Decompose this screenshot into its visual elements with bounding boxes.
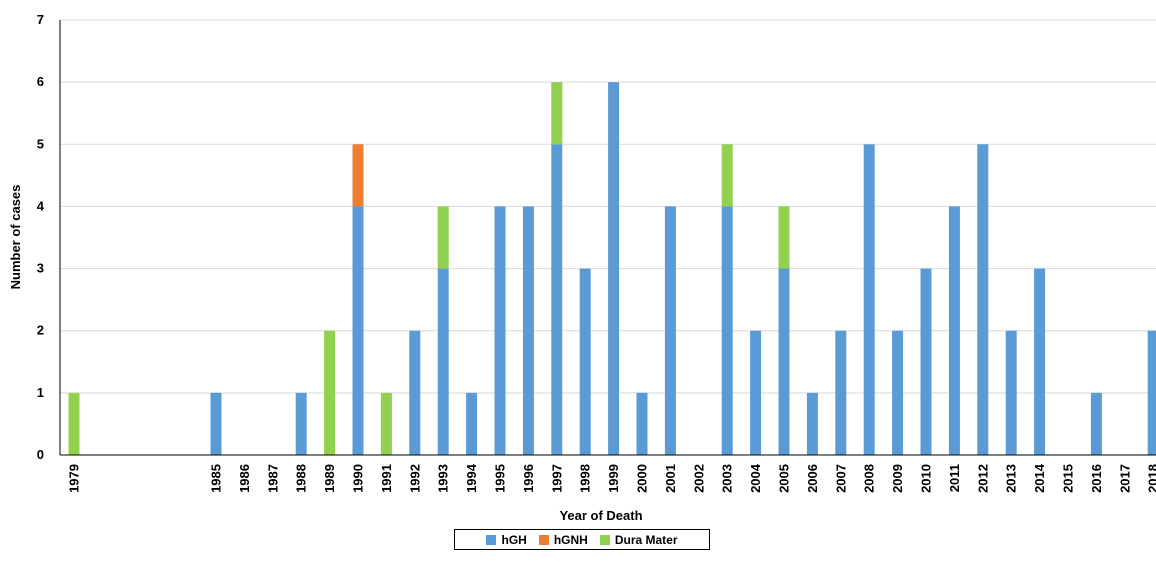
legend-label-dura-mater: Dura Mater [614, 532, 678, 547]
bar-hgh [948, 206, 960, 455]
y-tick-label: 7 [37, 12, 44, 27]
bar-dura-mater [778, 206, 790, 269]
bar-hgh [664, 206, 676, 455]
bar-hgh [920, 268, 932, 455]
x-tick-label: 2005 [777, 464, 792, 493]
gridlines [60, 19, 1156, 394]
bar-hgh [352, 206, 364, 455]
x-tick-label: 1979 [67, 464, 82, 493]
x-tick-label: 2015 [1061, 464, 1076, 493]
x-tick-label: 2006 [805, 464, 820, 493]
bar-hgh [750, 330, 762, 455]
x-tick-label: 2018 [1146, 464, 1156, 493]
bar-hgh [892, 330, 904, 455]
bar-hgh [835, 330, 847, 455]
x-tick-label: 1996 [521, 464, 536, 493]
bar-dura-mater [721, 144, 733, 207]
x-tick-label: 1999 [606, 464, 621, 493]
x-tick-label: 2001 [663, 464, 678, 493]
bar-hgh [608, 82, 620, 456]
bar-hgh [522, 206, 534, 455]
bar-hgh [1005, 330, 1017, 455]
bar-hgh [1090, 392, 1102, 455]
bar-hgh [863, 144, 875, 456]
x-tick-label: 1992 [407, 464, 422, 493]
legend: hGH hGNH Dura Mater [454, 529, 710, 550]
legend-swatch-dura-mater [599, 534, 610, 545]
legend-label-hgnh: hGNH [553, 532, 588, 547]
y-tick-label: 4 [37, 198, 45, 213]
x-tick-label: 2008 [862, 464, 877, 493]
y-axis-title: Number of cases [8, 185, 23, 290]
x-tick-label: 2009 [890, 464, 905, 493]
bar-dura-mater [380, 392, 392, 455]
x-axis-title: Year of Death [559, 508, 642, 523]
bar-hgh [806, 392, 818, 455]
legend-item-hgh: hGH [486, 532, 527, 547]
bar-hgh [494, 206, 506, 455]
x-tick-label: 2017 [1117, 464, 1132, 493]
x-tick-label: 1988 [294, 464, 309, 493]
x-tick-label: 2003 [720, 464, 735, 493]
x-tick-label: 2004 [748, 463, 763, 493]
y-tick-label: 3 [37, 261, 44, 276]
y-tick-labels: 0 1 2 3 4 5 6 7 [37, 12, 45, 462]
bars [68, 82, 1156, 456]
bar-dura-mater [324, 330, 336, 455]
legend-item-hgnh: hGNH [538, 532, 588, 547]
y-tick-label: 5 [37, 136, 44, 151]
y-tick-label: 0 [37, 447, 44, 462]
axes [59, 20, 1156, 456]
legend-item-dura-mater: Dura Mater [599, 532, 678, 547]
bar-hgh [721, 206, 733, 455]
x-tick-label: 1993 [436, 464, 451, 493]
x-tick-label: 2000 [635, 464, 650, 493]
legend-label-hgh: hGH [501, 532, 527, 547]
bar-hgh [551, 144, 563, 456]
x-tick-labels: 1979 1985 1986 1987 1988 1989 1990 1991 1992 1993… [67, 463, 1156, 493]
x-tick-label: 1991 [379, 464, 394, 493]
bar-hgh [636, 392, 648, 455]
bar-hgh [210, 392, 222, 455]
bar-hgh [1034, 268, 1046, 455]
legend-swatch-hgnh [538, 534, 549, 545]
x-tick-label: 1990 [351, 464, 366, 493]
x-tick-label: 2014 [1032, 463, 1047, 493]
bar-hgh [977, 144, 989, 456]
bar-hgh [437, 268, 449, 455]
bar-dura-mater [68, 392, 80, 455]
x-tick-label: 2016 [1089, 464, 1104, 493]
x-tick-label: 2013 [1004, 464, 1019, 493]
x-tick-label: 1987 [265, 464, 280, 493]
x-tick-label: 2002 [691, 464, 706, 493]
bar-hgnh [352, 144, 364, 207]
bar-dura-mater [437, 206, 449, 269]
x-tick-label: 2011 [947, 464, 962, 492]
x-tick-label: 1998 [578, 464, 593, 493]
x-tick-label: 1997 [549, 464, 564, 493]
bar-hgh [579, 268, 591, 455]
x-tick-label: 1985 [209, 464, 224, 493]
bar-hgh [466, 392, 478, 455]
legend-swatch-hgh [486, 534, 497, 545]
bar-dura-mater [551, 82, 563, 145]
bar-hgh [1147, 330, 1156, 455]
x-tick-label: 2010 [919, 464, 934, 493]
x-tick-label: 1995 [493, 464, 508, 493]
x-tick-label: 1989 [322, 464, 337, 493]
bar-hgh [295, 392, 307, 455]
x-tick-label: 2012 [975, 464, 990, 493]
bar-hgh [778, 268, 790, 455]
y-tick-label: 2 [37, 323, 44, 338]
x-tick-label: 1994 [464, 463, 479, 493]
y-tick-label: 6 [37, 74, 44, 89]
x-tick-label: 2007 [833, 464, 848, 493]
x-tick-label: 1986 [237, 464, 252, 493]
bar-hgh [409, 330, 421, 455]
y-tick-label: 1 [37, 385, 44, 400]
